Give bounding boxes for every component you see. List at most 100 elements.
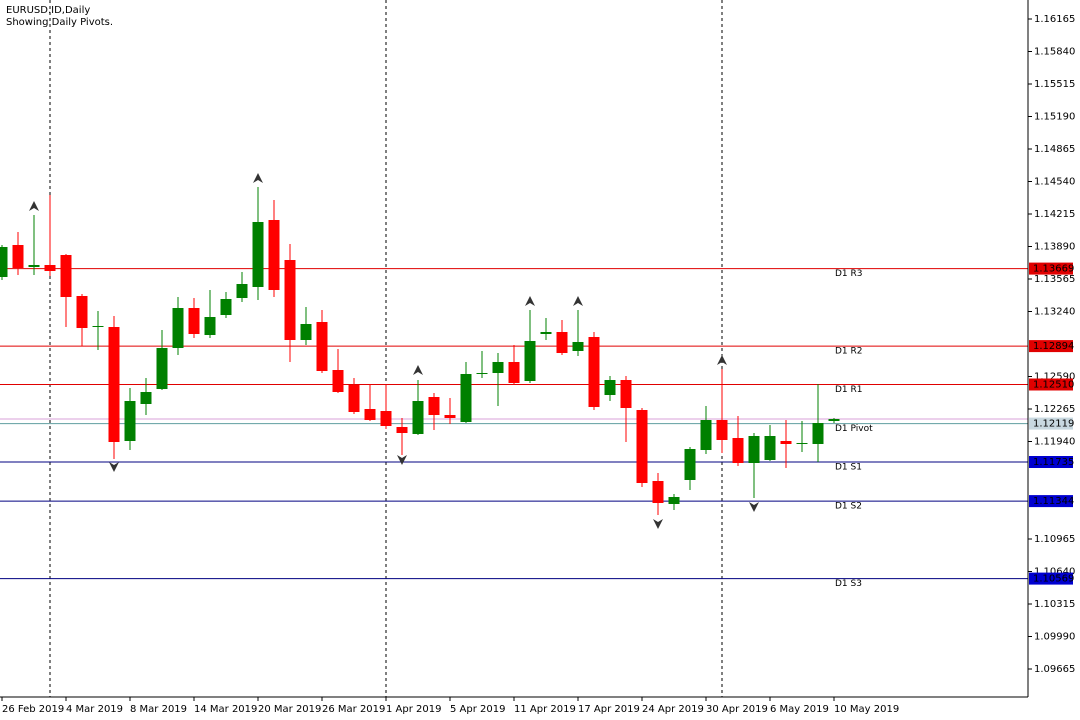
candle-body xyxy=(668,497,680,504)
y-tick-label: 1.11940 xyxy=(1034,437,1075,448)
candle-body xyxy=(396,427,408,433)
pivot-price-label: 1.12510 xyxy=(1033,380,1074,391)
candle-body xyxy=(92,326,104,327)
y-tick-label: 1.12265 xyxy=(1034,404,1075,415)
fractal-down xyxy=(109,462,119,472)
pivot-price-box xyxy=(1029,495,1073,508)
candle-body xyxy=(732,438,744,463)
candle-body xyxy=(652,481,664,503)
candle-body xyxy=(380,411,392,426)
y-tick-label: 1.15840 xyxy=(1034,47,1075,58)
y-tick-label: 1.16165 xyxy=(1034,14,1075,25)
y-tick-label: 1.13565 xyxy=(1034,274,1075,285)
candle-body xyxy=(364,409,376,420)
pivot-price-box xyxy=(1029,572,1073,585)
candle-body xyxy=(108,327,120,442)
candle-body xyxy=(700,420,712,450)
candle-body xyxy=(124,401,136,441)
y-tick-label: 1.10315 xyxy=(1034,599,1075,610)
pivot-label: D1 R3 xyxy=(835,269,863,279)
candle-body xyxy=(636,410,648,483)
y-tick-label: 1.09665 xyxy=(1034,664,1075,675)
candle-body xyxy=(764,436,776,460)
x-tick-label: 14 Mar 2019 xyxy=(194,704,257,715)
pivot-price-label: 1.12894 xyxy=(1033,341,1074,352)
candle-body xyxy=(348,385,360,412)
candle-body xyxy=(220,299,232,315)
candle-body xyxy=(140,392,152,404)
y-tick-label: 1.15515 xyxy=(1034,79,1075,90)
candle-body xyxy=(156,348,168,389)
pivot-price-label: 1.11344 xyxy=(1033,496,1074,507)
y-tick-label: 1.14865 xyxy=(1034,144,1075,155)
candle-body xyxy=(604,380,616,395)
fractal-up xyxy=(29,201,39,211)
candle-body xyxy=(524,341,536,381)
pivot-label: D1 S2 xyxy=(835,502,862,512)
pivot-price-box xyxy=(1029,262,1073,275)
candle-body xyxy=(620,380,632,408)
pivot-price-label: 1.13669 xyxy=(1033,264,1074,275)
pivot-price-box xyxy=(1029,456,1073,468)
x-tick-label: 17 Apr 2019 xyxy=(578,704,640,715)
candle-body xyxy=(268,220,280,290)
candle-body xyxy=(284,260,296,340)
pivot-label: D1 S1 xyxy=(835,463,862,473)
candle-body xyxy=(492,362,504,373)
candle-body xyxy=(172,308,184,348)
chart-subtitle: Showing Daily Pivots. xyxy=(6,17,113,28)
candle-body xyxy=(188,308,200,334)
candle-body xyxy=(236,284,248,298)
pivot-price-box xyxy=(1029,417,1073,430)
y-tick-label: 1.13240 xyxy=(1034,307,1075,318)
y-tick-label: 1.10640 xyxy=(1034,567,1075,578)
pivot-label: D1 R2 xyxy=(835,347,863,357)
candle-body xyxy=(508,362,520,383)
x-tick-label: 11 Apr 2019 xyxy=(514,704,576,715)
x-tick-label: 6 May 2019 xyxy=(770,704,829,715)
x-tick-label: 24 Apr 2019 xyxy=(642,704,704,715)
fractal-down xyxy=(397,455,407,465)
candle-body xyxy=(44,265,56,271)
candle-body xyxy=(252,222,264,287)
x-tick-label: 4 Mar 2019 xyxy=(66,704,123,715)
candle-body xyxy=(460,374,472,422)
pivot-label: D1 S3 xyxy=(835,579,862,589)
fractal-up xyxy=(573,296,583,306)
candle-body xyxy=(28,265,40,267)
candle-body xyxy=(556,332,568,353)
y-tick-label: 1.13890 xyxy=(1034,242,1075,253)
candle-body xyxy=(60,255,72,297)
x-tick-label: 20 Mar 2019 xyxy=(258,704,321,715)
candle-body xyxy=(332,370,344,392)
chart-title: EURUSD.ID,Daily xyxy=(6,5,90,16)
x-tick-label: 26 Feb 2019 xyxy=(2,704,64,715)
x-tick-label: 8 Mar 2019 xyxy=(130,704,187,715)
y-tick-label: 1.10965 xyxy=(1034,534,1075,545)
candle-body xyxy=(444,415,456,418)
candle-body xyxy=(412,401,424,434)
y-tick-label: 1.15190 xyxy=(1034,112,1075,123)
plot-area xyxy=(0,187,1028,580)
candle-body xyxy=(204,317,216,335)
x-tick-label: 26 Mar 2019 xyxy=(322,704,385,715)
y-tick-label: 1.14215 xyxy=(1034,209,1075,220)
candle-body xyxy=(796,443,808,444)
candle-body xyxy=(684,449,696,480)
fractal-down xyxy=(749,502,759,512)
pivot-price-box xyxy=(1029,378,1073,391)
pivot-price-box xyxy=(1029,340,1073,353)
x-tick-label: 30 Apr 2019 xyxy=(706,704,768,715)
candle-body xyxy=(748,436,760,463)
y-tick-label: 1.09990 xyxy=(1034,632,1075,643)
candle-body xyxy=(716,420,728,440)
pivot-price-label: 1.11735 xyxy=(1033,457,1074,468)
pivot-label: D1 R1 xyxy=(835,385,863,395)
fractal-down xyxy=(653,519,663,529)
candle-body xyxy=(828,419,840,421)
candle-body xyxy=(572,342,584,351)
candle-body xyxy=(540,332,552,334)
candle-body xyxy=(300,324,312,340)
fractal-up xyxy=(253,173,263,183)
